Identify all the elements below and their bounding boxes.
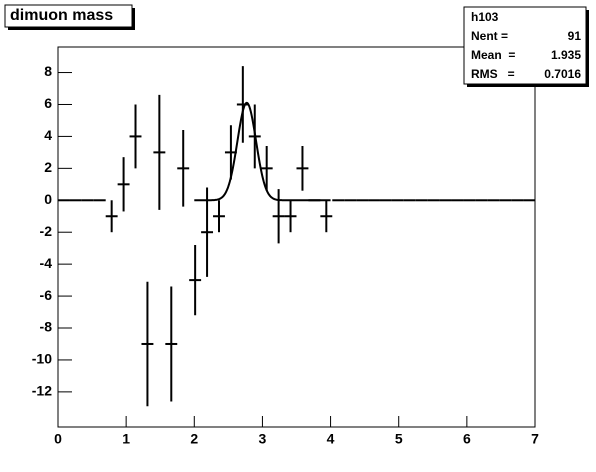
y-tick-label: 8 [44, 63, 52, 79]
stats-box: h103 Nent = 91 Mean = 1.935 RMS = 0.7016 [463, 6, 589, 87]
stats-value: 1.935 [551, 48, 581, 62]
stats-value: 0.7016 [544, 67, 581, 81]
x-tick-label: 2 [190, 431, 198, 447]
stats-value: 91 [568, 29, 582, 43]
chart-title: dimuon mass [10, 7, 113, 24]
x-tick-label: 4 [327, 431, 335, 447]
title-box [4, 4, 133, 28]
y-tick-label: 6 [44, 95, 52, 111]
stats-label: Nent = [471, 29, 508, 43]
y-tick-label: -12 [32, 383, 52, 399]
y-tick-label: 0 [44, 191, 52, 207]
x-tick-label: 5 [395, 431, 403, 447]
x-tick-label: 3 [259, 431, 267, 447]
y-tick-label: 4 [44, 127, 52, 143]
y-tick-label: -10 [32, 351, 52, 367]
y-tick-label: -2 [40, 223, 53, 239]
stats-label: RMS = [471, 67, 515, 81]
fit-curve [194, 101, 331, 202]
y-tick-label: -8 [40, 319, 53, 335]
x-tick-label: 1 [122, 431, 130, 447]
y-tick-label: 2 [44, 159, 52, 175]
stats-label: Mean = [471, 48, 515, 62]
y-tick-label: -6 [40, 287, 53, 303]
x-tick-label: 0 [54, 431, 62, 447]
stats-frame [463, 6, 587, 85]
stats-name: h103 [471, 10, 499, 24]
x-tick-label: 7 [531, 431, 539, 447]
y-tick-label: -4 [40, 255, 53, 271]
plot-frame [57, 46, 536, 428]
x-tick-label: 6 [463, 431, 471, 447]
